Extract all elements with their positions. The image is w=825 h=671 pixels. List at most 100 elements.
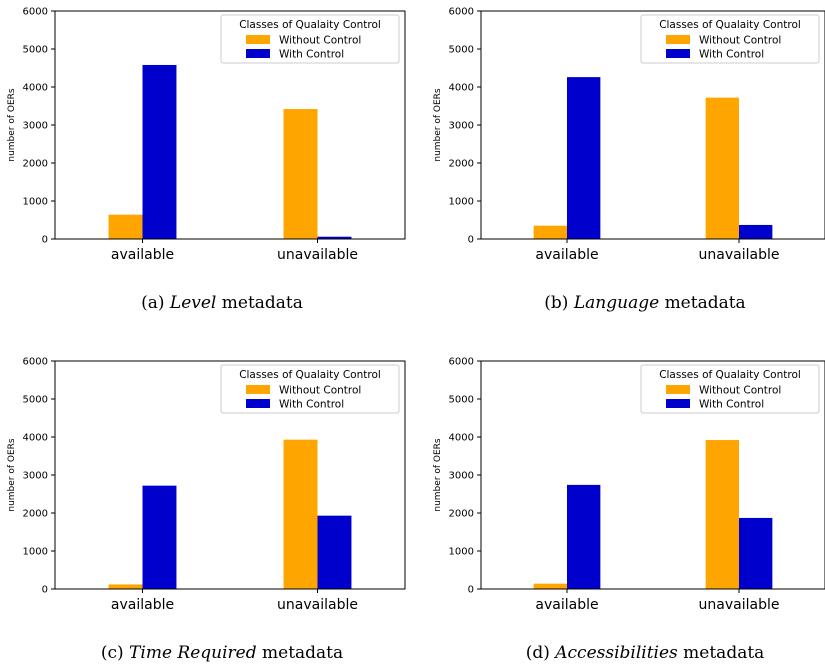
caption-rest: metadata	[222, 293, 303, 313]
bar-without-control-available	[108, 214, 143, 239]
x-tick-label: available	[535, 247, 598, 263]
legend-entry: With Control	[279, 399, 344, 411]
legend-entry: Without Control	[699, 35, 781, 47]
legend-title: Classes of Qualaity Control	[659, 369, 801, 381]
caption-emph: Language	[573, 293, 659, 313]
plot-frame	[480, 10, 825, 240]
y-tick-label: 4000	[449, 83, 474, 94]
chart-panel: available unavailable 0 1000 2000 3000 4000 500…	[433, 7, 825, 313]
x-tick-label: available	[111, 247, 174, 263]
caption-label: (d)	[526, 643, 550, 663]
caption-label: (c)	[101, 643, 124, 663]
legend-swatch-without-control	[666, 385, 690, 394]
plot-frame	[54, 360, 406, 590]
legend-swatch-with-control	[666, 49, 690, 58]
x-tick-label: unavailable	[277, 597, 358, 613]
bar-without-control-available	[533, 583, 567, 589]
y-tick-label: 1000	[449, 547, 474, 558]
y-tick-label: 2000	[23, 159, 48, 170]
bar-with-control-unavailable	[317, 236, 352, 239]
y-tick-label: 1000	[449, 197, 474, 208]
y-tick-label: 6000	[449, 357, 474, 368]
y-axis-label: number of OERs	[7, 438, 17, 512]
y-tick-label: 5000	[23, 45, 48, 56]
legend-swatch-with-control	[246, 399, 270, 408]
y-tick-label: 1000	[23, 547, 48, 558]
bar-with-control-unavailable	[739, 224, 773, 239]
bar-without-control-available	[108, 584, 143, 589]
y-tick-label: 3000	[23, 121, 48, 132]
legend-entry: Without Control	[279, 35, 361, 47]
bar-with-control-available	[567, 484, 601, 589]
bar-without-control-unavailable	[705, 440, 739, 589]
y-tick-label: 5000	[449, 45, 474, 56]
y-axis-label: number of OERs	[7, 88, 17, 162]
legend-swatch-without-control	[666, 35, 690, 44]
bar-without-control-available	[533, 225, 567, 239]
y-tick-label: 5000	[449, 395, 474, 406]
legend-swatch-without-control	[246, 35, 270, 44]
legend: Classes of Qualaity Control Without Contr…	[640, 364, 820, 414]
x-tick-label: available	[111, 597, 174, 613]
y-tick-label: 0	[42, 235, 48, 246]
legend-entry: Without Control	[279, 385, 361, 397]
y-tick-label: 2000	[23, 509, 48, 520]
y-tick-label: 2000	[449, 509, 474, 520]
chart-panel: available unavailable 0 1000 2000 3000 4000 500…	[433, 357, 825, 663]
bar-with-control-available	[567, 77, 601, 240]
y-axis-label: number of OERs	[433, 438, 443, 512]
y-tick-label: 0	[468, 235, 474, 246]
plot-frame	[54, 10, 406, 240]
y-tick-label: 5000	[23, 395, 48, 406]
caption-rest: metadata	[665, 293, 746, 313]
legend-swatch-with-control	[246, 49, 270, 58]
plot-frame	[480, 360, 825, 590]
legend: Classes of Qualaity Control Without Contr…	[220, 364, 400, 414]
figure-caption: (b) Language metadata	[544, 293, 745, 313]
legend: Classes of Qualaity Control Without Contr…	[220, 14, 400, 64]
caption-emph: Time Required	[129, 643, 257, 663]
legend-swatch-without-control	[246, 385, 270, 394]
figure-caption: (d) Accessibilities metadata	[526, 643, 765, 663]
figure-caption: (c) Time Required metadata	[101, 643, 343, 663]
y-tick-label: 6000	[23, 7, 48, 18]
legend-entry: With Control	[279, 49, 344, 61]
caption-emph: Level	[169, 293, 216, 313]
y-tick-label: 6000	[449, 7, 474, 18]
y-tick-label: 1000	[23, 197, 48, 208]
caption-rest: metadata	[262, 643, 343, 663]
figure-caption: (a) Level metadata	[141, 293, 303, 313]
legend-entry: With Control	[699, 49, 764, 61]
y-tick-label: 6000	[23, 357, 48, 368]
bar-with-control-available	[142, 64, 177, 240]
chart-panel: available unavailable 0 1000 2000 3000 4000 500…	[7, 357, 406, 663]
legend-title: Classes of Qualaity Control	[239, 19, 381, 31]
chart-panel: available unavailable 0 1000 2000 3000 4000 500…	[7, 7, 406, 313]
legend: Classes of Qualaity Control Without Contr…	[640, 14, 820, 64]
bar-without-control-unavailable	[705, 97, 739, 239]
y-tick-label: 4000	[23, 83, 48, 94]
legend-title: Classes of Qualaity Control	[659, 19, 801, 31]
legend-entry: With Control	[699, 399, 764, 411]
legend-swatch-with-control	[666, 399, 690, 408]
y-tick-label: 2000	[449, 159, 474, 170]
y-tick-label: 0	[468, 585, 474, 596]
bar-without-control-unavailable	[283, 109, 318, 239]
caption-label: (a)	[141, 293, 164, 313]
bar-with-control-available	[142, 485, 177, 589]
x-tick-label: unavailable	[699, 597, 780, 613]
y-tick-label: 4000	[23, 433, 48, 444]
y-tick-label: 4000	[449, 433, 474, 444]
bar-with-control-unavailable	[739, 517, 773, 589]
x-tick-label: unavailable	[699, 247, 780, 263]
caption-emph: Accessibilities	[553, 643, 678, 663]
y-tick-label: 3000	[23, 471, 48, 482]
x-tick-label: unavailable	[277, 247, 358, 263]
caption-label: (b)	[544, 293, 568, 313]
legend-title: Classes of Qualaity Control	[239, 369, 381, 381]
y-tick-label: 3000	[449, 121, 474, 132]
caption-rest: metadata	[683, 643, 764, 663]
bar-with-control-unavailable	[317, 515, 352, 589]
y-tick-label: 3000	[449, 471, 474, 482]
